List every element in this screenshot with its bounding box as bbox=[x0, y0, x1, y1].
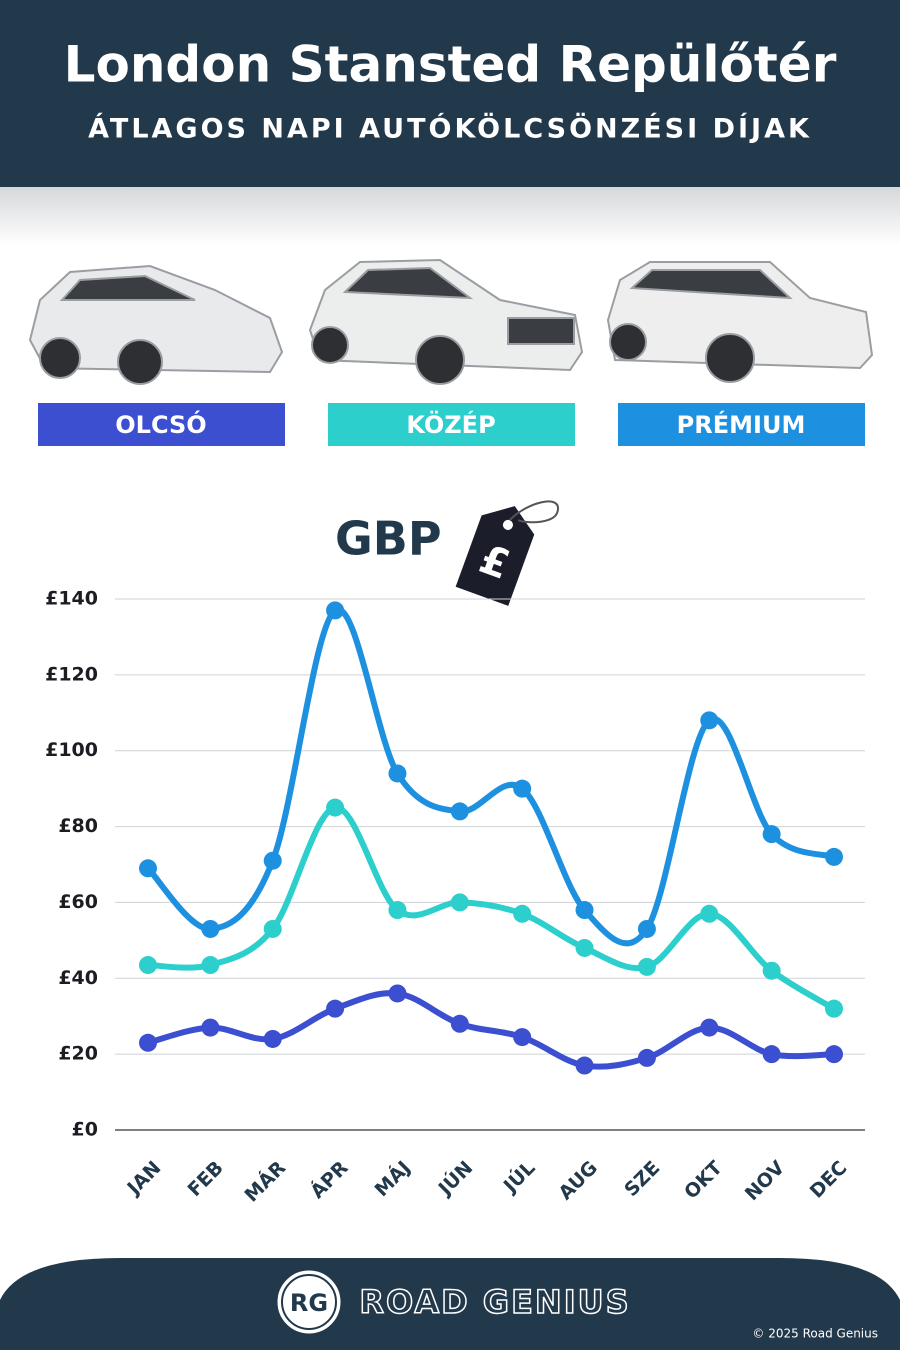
series-point bbox=[326, 798, 345, 817]
series-point bbox=[575, 1056, 594, 1075]
series-point bbox=[700, 1018, 719, 1037]
series-point bbox=[201, 1018, 220, 1037]
legend-label: OLCSÓ bbox=[115, 409, 206, 439]
y-tick-label: £80 bbox=[58, 815, 98, 837]
series-point bbox=[326, 601, 345, 620]
series-point bbox=[762, 1045, 781, 1064]
copyright: © 2025 Road Genius bbox=[752, 1327, 878, 1341]
price-tag: £ bbox=[455, 500, 559, 606]
series-point bbox=[513, 904, 532, 923]
series-point bbox=[201, 919, 220, 938]
series-point bbox=[139, 956, 157, 975]
legend-swatch bbox=[618, 403, 865, 446]
legend-swatch bbox=[328, 403, 575, 446]
series-point bbox=[637, 919, 656, 938]
title: London Stansted Repülőtér bbox=[64, 36, 837, 94]
series-point bbox=[326, 999, 345, 1018]
series-point bbox=[388, 764, 407, 783]
series-point bbox=[637, 1048, 656, 1067]
series-point bbox=[825, 999, 843, 1018]
currency-label: GBP bbox=[335, 512, 442, 566]
series-point bbox=[388, 901, 407, 920]
series-point bbox=[575, 901, 594, 920]
series-point bbox=[700, 904, 719, 923]
y-tick-label: £0 bbox=[72, 1119, 98, 1141]
series-point bbox=[513, 779, 532, 798]
header-shadow bbox=[0, 185, 900, 245]
car-premium bbox=[606, 261, 874, 383]
subtitle: ÁTLAGOS NAPI AUTÓKÖLCSÖNZÉSI DÍJAK bbox=[88, 112, 812, 145]
y-tick-label: £140 bbox=[45, 588, 98, 610]
series-point bbox=[762, 825, 781, 844]
logo-ring bbox=[281, 1274, 337, 1330]
series-point bbox=[637, 957, 656, 976]
legend: OLCSÓ KÖZÉP PRÉMIUM bbox=[38, 403, 865, 446]
series-point bbox=[513, 1028, 532, 1047]
car-mid bbox=[308, 258, 584, 385]
series-point bbox=[450, 1014, 469, 1033]
series-point bbox=[139, 1033, 157, 1052]
logo-circle bbox=[274, 1267, 344, 1337]
header bbox=[0, 0, 900, 187]
series-point bbox=[263, 919, 282, 938]
y-tick-label: £100 bbox=[45, 739, 98, 761]
legend-label: PRÉMIUM bbox=[677, 410, 806, 439]
series-point bbox=[263, 851, 282, 870]
brand: ROAD GENIUS bbox=[359, 1283, 630, 1321]
series-point bbox=[263, 1029, 282, 1048]
car-economy bbox=[28, 264, 284, 385]
series-point bbox=[762, 961, 781, 980]
series-point bbox=[388, 984, 407, 1003]
series-point bbox=[450, 893, 469, 912]
series-point bbox=[825, 847, 843, 866]
y-tick-label: £20 bbox=[58, 1043, 98, 1065]
logo-text: RG bbox=[290, 1289, 328, 1317]
y-tick-label: £40 bbox=[58, 967, 98, 989]
legend-swatch bbox=[38, 403, 285, 446]
series-point bbox=[139, 859, 157, 878]
footer bbox=[0, 1258, 900, 1350]
series-point bbox=[575, 938, 594, 957]
series-point bbox=[825, 1045, 843, 1064]
series-point bbox=[700, 711, 719, 730]
legend-label: KÖZÉP bbox=[406, 409, 495, 439]
y-tick-label: £60 bbox=[58, 891, 98, 913]
series-point bbox=[201, 956, 220, 975]
series-point bbox=[450, 802, 469, 821]
y-tick-label: £120 bbox=[45, 663, 98, 685]
